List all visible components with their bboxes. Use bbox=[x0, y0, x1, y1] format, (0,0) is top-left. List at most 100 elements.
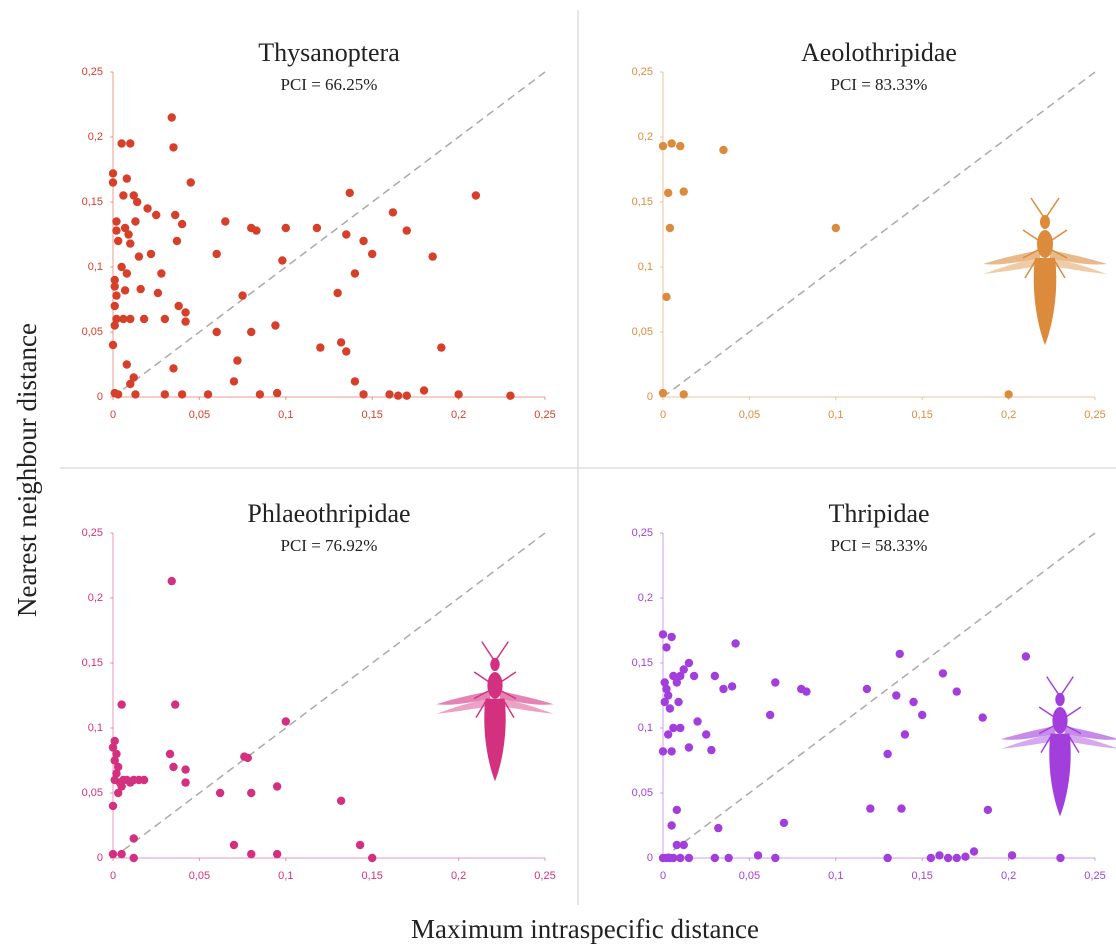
x-tick-label: 0,05 bbox=[189, 870, 210, 882]
insect-wing bbox=[1001, 726, 1056, 740]
data-point bbox=[883, 853, 892, 863]
data-point bbox=[710, 853, 720, 863]
chart-subtitle: PCI = 58.33% bbox=[831, 536, 928, 555]
data-point bbox=[160, 390, 170, 399]
data-point bbox=[243, 753, 252, 763]
data-point bbox=[336, 338, 346, 347]
data-point bbox=[667, 139, 676, 148]
data-point bbox=[134, 252, 144, 261]
x-tick-label: 0,05 bbox=[739, 409, 760, 421]
insect-silhouette bbox=[436, 641, 554, 782]
data-point bbox=[710, 671, 720, 681]
data-point bbox=[684, 658, 694, 668]
data-point bbox=[247, 788, 256, 798]
data-point bbox=[247, 327, 256, 337]
data-point bbox=[345, 188, 354, 198]
data-point bbox=[126, 314, 135, 324]
data-point bbox=[153, 288, 163, 298]
y-tick-label: 0,25 bbox=[82, 527, 103, 539]
insect-wing bbox=[1050, 250, 1107, 265]
x-tick-label: 0 bbox=[660, 409, 666, 421]
data-point bbox=[1007, 851, 1017, 860]
x-tick-label: 0 bbox=[110, 409, 116, 421]
data-point bbox=[676, 671, 685, 681]
y-tick-label: 0,1 bbox=[638, 261, 653, 273]
x-axis-label: Maximum intraspecific distance bbox=[411, 914, 759, 944]
x-tick-label: 0,25 bbox=[534, 409, 555, 421]
data-point bbox=[112, 749, 121, 759]
data-point bbox=[129, 853, 138, 863]
data-point bbox=[113, 762, 123, 772]
data-point bbox=[669, 723, 678, 733]
data-point bbox=[281, 717, 290, 726]
data-point bbox=[221, 217, 230, 226]
data-point bbox=[229, 840, 239, 850]
y-tick-label: 0,1 bbox=[88, 261, 103, 273]
data-point bbox=[388, 208, 398, 217]
data-point bbox=[146, 249, 156, 259]
data-point bbox=[117, 700, 126, 709]
data-point bbox=[342, 230, 351, 239]
data-point bbox=[167, 113, 176, 122]
data-point bbox=[719, 684, 728, 694]
data-point bbox=[129, 373, 138, 382]
data-point bbox=[1004, 390, 1013, 399]
data-point bbox=[961, 852, 970, 861]
data-point bbox=[702, 730, 711, 739]
data-point bbox=[978, 713, 987, 722]
data-point bbox=[402, 391, 411, 400]
data-point bbox=[684, 853, 694, 863]
data-point bbox=[359, 236, 368, 246]
data-point bbox=[112, 314, 121, 324]
data-point bbox=[272, 782, 282, 791]
data-point bbox=[233, 356, 242, 365]
data-point bbox=[471, 191, 481, 200]
y-tick-label: 0,2 bbox=[88, 592, 103, 604]
data-point bbox=[350, 377, 360, 386]
data-point bbox=[203, 390, 213, 399]
x-tick-label: 0,1 bbox=[828, 409, 843, 421]
data-point bbox=[126, 379, 135, 389]
data-point bbox=[157, 269, 166, 278]
data-point bbox=[143, 204, 152, 213]
data-point bbox=[131, 390, 140, 399]
insect-thorax bbox=[1037, 230, 1053, 258]
data-point bbox=[177, 390, 187, 399]
data-point bbox=[679, 840, 688, 850]
y-tick-label: 0,15 bbox=[632, 657, 653, 669]
data-point bbox=[943, 853, 953, 863]
data-point bbox=[506, 391, 515, 400]
data-point bbox=[831, 223, 840, 233]
x-tick-label: 0,05 bbox=[189, 409, 210, 421]
insect-wing bbox=[983, 250, 1040, 265]
insect-head bbox=[1055, 692, 1065, 707]
data-point bbox=[110, 736, 119, 746]
data-point bbox=[117, 782, 126, 791]
insect-wing bbox=[499, 698, 554, 714]
y-tick-label: 0,2 bbox=[638, 131, 653, 143]
data-point bbox=[126, 239, 135, 248]
data-point bbox=[215, 788, 225, 798]
data-point bbox=[663, 730, 673, 739]
x-tick-label: 0,25 bbox=[1084, 409, 1105, 421]
data-point bbox=[160, 314, 170, 324]
data-point bbox=[278, 256, 287, 265]
data-point bbox=[181, 765, 190, 774]
data-point bbox=[437, 343, 446, 352]
data-point bbox=[909, 697, 918, 707]
data-point bbox=[110, 301, 119, 311]
data-point bbox=[771, 678, 780, 687]
data-point bbox=[679, 390, 688, 399]
x-tick-label: 0,15 bbox=[361, 870, 382, 882]
chart-title: Aeolothripidae bbox=[801, 38, 957, 67]
y-tick-label: 0,05 bbox=[82, 787, 103, 799]
data-point bbox=[167, 576, 176, 586]
y-tick-label: 0,15 bbox=[632, 196, 653, 208]
data-point bbox=[662, 643, 671, 652]
data-point bbox=[247, 849, 256, 859]
insect-legs bbox=[1038, 706, 1082, 753]
x-tick-label: 0,2 bbox=[451, 409, 466, 421]
data-point bbox=[693, 717, 702, 726]
y-tick-label: 0,25 bbox=[632, 527, 653, 539]
